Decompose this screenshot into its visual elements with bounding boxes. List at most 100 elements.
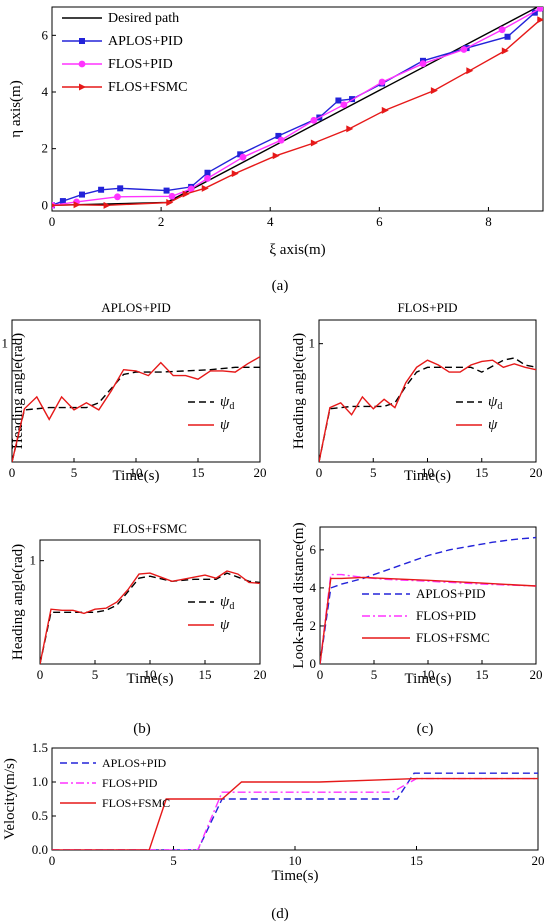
legend-label: FLOS+PID	[102, 776, 158, 790]
marker-circle	[310, 116, 318, 124]
marker-triangle	[201, 184, 209, 192]
marker-square	[59, 198, 66, 205]
y-tick-label: 2	[42, 141, 49, 156]
chart-panel-a: 0 2 4 6 8 0 2 4 6 ξ axis(m) η axis(m) Desired path A…	[8, 6, 544, 258]
x-tick-label: 10	[130, 465, 143, 480]
x-tick-label: 8	[485, 214, 492, 229]
series-line	[12, 356, 260, 462]
series-group	[52, 7, 543, 209]
marker-circle	[340, 101, 348, 109]
series-line	[319, 357, 536, 462]
y-tick-label: 2	[310, 618, 317, 633]
marker-triangle	[501, 47, 509, 55]
marker-triangle	[272, 152, 280, 160]
x-tick-label: 0	[49, 853, 56, 868]
marker-square	[531, 9, 538, 16]
y-tick-label: 1	[309, 336, 316, 351]
x-tick-label: 15	[199, 667, 212, 682]
series-line	[320, 576, 536, 664]
marker-triangle	[79, 83, 86, 91]
x-tick-label: 0	[316, 465, 323, 480]
y-tick-label: 0.5	[32, 808, 48, 823]
y-axis-label: η axis(m)	[8, 80, 24, 137]
legend-label: ψd	[220, 594, 234, 612]
marker-circle	[460, 46, 468, 53]
x-axis-label: Time(s)	[272, 868, 319, 884]
plot-frame	[51, 6, 544, 212]
y-tick-label: 0.0	[32, 842, 48, 857]
legend-label: APLOS+PID	[108, 34, 183, 49]
marker-square	[98, 186, 105, 193]
legend-label: ψd	[488, 394, 502, 412]
marker-triangle	[166, 199, 174, 206]
legend: ψd ψ	[456, 394, 502, 433]
series-line	[320, 536, 536, 664]
legend-label: FLOS+FSMC	[108, 80, 188, 95]
series-group	[319, 357, 536, 462]
series-line	[52, 772, 538, 850]
marker-triangle	[381, 106, 389, 114]
marker-triangle	[537, 16, 543, 24]
caption-a: (a)	[272, 278, 289, 294]
chart-panel-d: 0 5 10 15 20 0.0 0.5 1.0 1.5 Time(s) Velocity(m/s)…	[2, 740, 545, 884]
x-tick-label: 0	[317, 667, 324, 682]
x-tick-label: 5	[92, 667, 99, 682]
legend: ψd ψ	[188, 394, 234, 433]
legend-label: ψ	[220, 617, 230, 633]
y-tick-label: 4	[42, 84, 49, 99]
marker-circle	[168, 192, 176, 200]
x-tick-label: 0	[49, 214, 56, 229]
y-tick-label: 0	[310, 656, 317, 671]
x-tick-label: 2	[158, 214, 165, 229]
series-line	[52, 777, 538, 850]
marker-circle	[239, 153, 247, 161]
x-tick-label: 20	[530, 465, 543, 480]
legend-label: FLOS+PID	[108, 57, 173, 72]
marker-triangle	[52, 203, 56, 208]
marker-circle	[498, 26, 506, 34]
x-axis-label: Time(s)	[405, 671, 452, 687]
marker-square	[335, 97, 342, 104]
legend-label: ψ	[220, 417, 230, 433]
legend-label: ψ	[488, 417, 498, 433]
x-tick-label: 4	[267, 214, 274, 229]
panel-title: APLOS+PID	[101, 300, 170, 315]
x-tick-label: 5	[370, 465, 377, 480]
marker-square	[204, 169, 211, 176]
series-group	[52, 772, 538, 850]
marker-triangle	[231, 170, 239, 178]
marker-square	[504, 33, 511, 40]
marker-triangle	[430, 87, 438, 95]
y-tick-label: 1	[2, 336, 9, 351]
x-axis-label: ξ axis(m)	[269, 242, 325, 258]
x-axis-label: Time(s)	[127, 671, 174, 687]
x-tick-label: 0	[9, 465, 16, 480]
caption-b: (b)	[133, 721, 151, 737]
series-group	[40, 570, 260, 664]
marker-square	[79, 38, 85, 44]
caption-c: (c)	[417, 721, 434, 737]
x-tick-label: 10	[144, 667, 157, 682]
legend-label: ψd	[220, 394, 234, 412]
y-tick-label: 6	[310, 542, 317, 557]
x-tick-label: 6	[376, 214, 383, 229]
series-group	[12, 356, 260, 462]
y-axis-label: Heading angle(rad)	[291, 333, 307, 449]
x-tick-label: 0	[37, 667, 44, 682]
x-tick-label: 10	[289, 853, 302, 868]
panel-title: FLOS+PID	[397, 300, 457, 315]
legend-label: FLOS+FSMC	[102, 796, 170, 810]
marker-square	[79, 191, 86, 198]
marker-triangle	[73, 201, 81, 209]
y-tick-label: 1	[30, 553, 37, 568]
series-group	[320, 536, 536, 664]
marker-circle	[378, 78, 386, 86]
y-axis-label: Heading angle(rad)	[10, 333, 26, 449]
x-tick-label: 15	[192, 465, 205, 480]
legend-label: FLOS+FSMC	[416, 630, 490, 645]
marker-triangle	[466, 67, 474, 75]
series-line	[40, 570, 260, 664]
y-axis-label: Look-ahead distance(m)	[291, 522, 307, 668]
legend: APLOS+PID FLOS+PID FLOS+FSMC	[362, 586, 490, 645]
